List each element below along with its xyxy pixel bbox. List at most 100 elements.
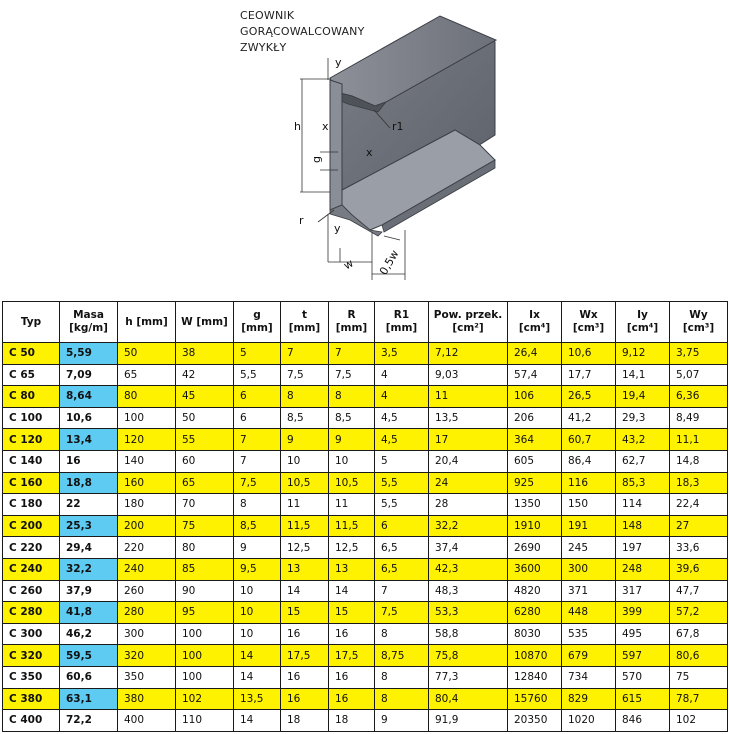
table-cell: 10 [233, 622, 281, 646]
column-header-line: [mm] [288, 322, 321, 334]
cell-type: C 400 [2, 709, 60, 732]
table-row: C 120 13,4 120 55 7 9 9 4,5 17 364 60,7 43,2 11,1 [2, 428, 728, 451]
table-cell: 3,5 [374, 342, 429, 365]
table-cell: 535 [561, 622, 616, 646]
table-cell: 180 [117, 493, 176, 516]
table-cell: 4820 [507, 579, 562, 603]
table-cell: 22,4 [669, 493, 728, 516]
table-cell: 5,5 [374, 493, 429, 516]
table-cell: 5,07 [669, 363, 728, 387]
table-cell: 85 [175, 557, 234, 581]
table-cell: 14 [233, 709, 281, 732]
cell-type: C 260 [2, 579, 60, 603]
table-cell: 16 [328, 665, 375, 689]
table-cell: 91,9 [428, 709, 508, 732]
cell-type: C 200 [2, 514, 60, 538]
cell-type: C 180 [2, 493, 60, 516]
table-cell: 6,36 [669, 385, 728, 408]
cell-mass: 60,6 [59, 665, 118, 689]
table-cell: 16 [280, 687, 329, 711]
cell-type: C 280 [2, 601, 60, 624]
table-cell: 11 [280, 493, 329, 516]
column-header: W [mm] [175, 301, 234, 343]
table-cell: 2690 [507, 536, 562, 559]
table-cell: 8,75 [374, 644, 429, 667]
cell-type: C 380 [2, 687, 60, 711]
table-cell: 11,1 [669, 428, 728, 451]
table-row: C 160 18,8 160 65 7,5 10,5 10,5 5,5 24 925 116 85,3… [2, 471, 728, 495]
cell-type: C 120 [2, 428, 60, 451]
table-cell: 10,5 [280, 471, 329, 495]
label-g: g [309, 156, 323, 163]
column-header-line: [cm³] [572, 322, 605, 334]
cell-mass: 18,8 [59, 471, 118, 495]
column-header: Wy [cm³] [669, 301, 728, 343]
cell-mass: 46,2 [59, 622, 118, 646]
table-cell: 148 [615, 514, 670, 538]
table-cell: 17,5 [280, 644, 329, 667]
table-body: C 50 5,59 50 38 5 7 7 3,5 7,12 26,4 10,6 9,12 3,75 C … [2, 342, 728, 732]
table-cell: 380 [117, 687, 176, 711]
table-cell: 8,5 [280, 406, 329, 430]
table-cell: 43,2 [615, 428, 670, 451]
table-cell: 67,8 [669, 622, 728, 646]
table-cell: 11,5 [328, 514, 375, 538]
channel-dimensions-table: Typ Masa [kg/m] h [mm] W [mm] g [mm] t [mm] R [mm]… [2, 301, 728, 732]
table-cell: 400 [117, 709, 176, 732]
table-row: C 400 72,2 400 110 14 18 18 9 91,9 20350 1020 846 10… [2, 709, 728, 732]
table-cell: 364 [507, 428, 562, 451]
table-cell: 10870 [507, 644, 562, 667]
table-cell: 37,4 [428, 536, 508, 559]
table-cell: 10,5 [328, 471, 375, 495]
table-cell: 4,5 [374, 406, 429, 430]
table-cell: 47,7 [669, 579, 728, 603]
cell-type: C 100 [2, 406, 60, 430]
column-header-line: h [mm] [125, 315, 168, 328]
column-header-line: Wy [689, 309, 708, 321]
table-cell: 17 [428, 428, 508, 451]
table-cell: 317 [615, 579, 670, 603]
table-cell: 220 [117, 536, 176, 559]
column-header-line: Typ [20, 315, 42, 328]
label-y-top: y [335, 56, 342, 69]
table-cell: 80,4 [428, 687, 508, 711]
table-cell: 448 [561, 601, 616, 624]
table-cell: 10 [328, 449, 375, 473]
table-cell: 57,4 [507, 363, 562, 387]
table-cell: 7,12 [428, 342, 508, 365]
cell-mass: 8,64 [59, 385, 118, 408]
table-cell: 39,6 [669, 557, 728, 581]
table-cell: 300 [117, 622, 176, 646]
cell-type: C 140 [2, 449, 60, 473]
table-cell: 350 [117, 665, 176, 689]
table-cell: 17,7 [561, 363, 616, 387]
table-cell: 100 [175, 665, 234, 689]
cell-type: C 80 [2, 385, 60, 408]
cell-mass: 37,9 [59, 579, 118, 603]
column-header-line: [mm] [335, 322, 368, 334]
table-cell: 3600 [507, 557, 562, 581]
table-cell: 300 [561, 557, 616, 581]
table-cell: 8,49 [669, 406, 728, 430]
table-cell: 320 [117, 644, 176, 667]
table-cell: 846 [615, 709, 670, 732]
table-cell: 240 [117, 557, 176, 581]
table-cell: 20,4 [428, 449, 508, 473]
table-cell: 110 [175, 709, 234, 732]
table-cell: 13,5 [428, 406, 508, 430]
column-header-line: g [253, 309, 261, 321]
table-cell: 102 [669, 709, 728, 732]
table-cell: 48,3 [428, 579, 508, 603]
table-cell: 15760 [507, 687, 562, 711]
table-cell: 10 [233, 579, 281, 603]
table-cell: 5 [374, 449, 429, 473]
table-cell: 1350 [507, 493, 562, 516]
table-cell: 1020 [561, 709, 616, 732]
table-cell: 45 [175, 385, 234, 408]
label-x-left: x [322, 120, 329, 133]
table-cell: 80 [117, 385, 176, 408]
table-cell: 11,5 [280, 514, 329, 538]
column-header-line: R1 [393, 309, 410, 321]
column-header-line: [cm³] [682, 322, 715, 334]
table-cell: 16 [328, 687, 375, 711]
